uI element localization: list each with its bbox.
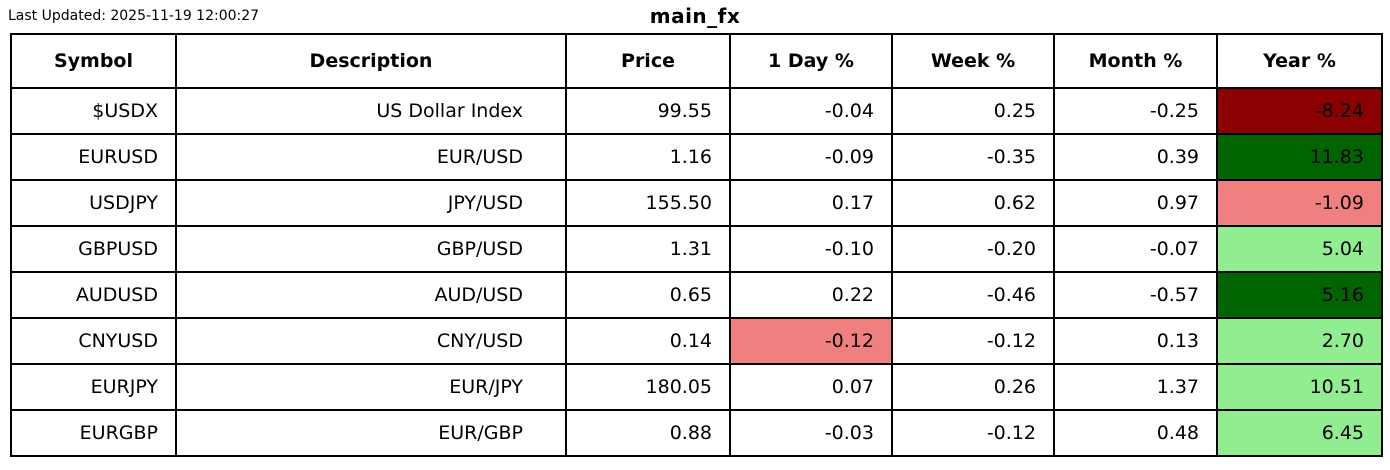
cell-description: US Dollar Index	[175, 87, 567, 135]
cell-symbol: USDJPY	[10, 179, 177, 227]
cell-month: -0.57	[1053, 271, 1218, 319]
cell-1day: -0.04	[729, 87, 893, 135]
cell-week: 0.26	[891, 363, 1055, 411]
cell-week: -0.20	[891, 225, 1055, 273]
cell-description: EUR/JPY	[175, 363, 567, 411]
cell-price: 0.88	[565, 409, 731, 457]
cell-price: 1.31	[565, 225, 731, 273]
column-header-price: Price	[565, 33, 731, 89]
cell-1day: 0.07	[729, 363, 893, 411]
cell-week: -0.12	[891, 409, 1055, 457]
cell-price: 1.16	[565, 133, 731, 181]
cell-week: 0.62	[891, 179, 1055, 227]
cell-year: -1.09	[1216, 179, 1383, 227]
cell-price: 0.65	[565, 271, 731, 319]
cell-description: JPY/USD	[175, 179, 567, 227]
cell-symbol: CNYUSD	[10, 317, 177, 365]
table-row: EURJPY EUR/JPY 180.05 0.07 0.26 1.37 10.…	[10, 363, 1383, 411]
table-row: GBPUSD GBP/USD 1.31 -0.10 -0.20 -0.07 5.…	[10, 225, 1383, 273]
cell-symbol: GBPUSD	[10, 225, 177, 273]
cell-symbol: EURUSD	[10, 133, 177, 181]
last-updated-text: Last Updated: 2025-11-19 12:00:27	[8, 8, 260, 24]
cell-description: GBP/USD	[175, 225, 567, 273]
cell-month: 0.48	[1053, 409, 1218, 457]
column-header-week: Week %	[891, 33, 1055, 89]
cell-year: 11.83	[1216, 133, 1383, 181]
cell-year: 6.45	[1216, 409, 1383, 457]
cell-week: -0.46	[891, 271, 1055, 319]
cell-month: 0.97	[1053, 179, 1218, 227]
cell-year: 5.04	[1216, 225, 1383, 273]
column-header-description: Description	[175, 33, 567, 89]
column-header-symbol: Symbol	[10, 33, 177, 89]
cell-price: 99.55	[565, 87, 731, 135]
cell-description: AUD/USD	[175, 271, 567, 319]
cell-year: -8.24	[1216, 87, 1383, 135]
cell-symbol: EURGBP	[10, 409, 177, 457]
table-row: USDJPY JPY/USD 155.50 0.17 0.62 0.97 -1.…	[10, 179, 1383, 227]
cell-price: 180.05	[565, 363, 731, 411]
cell-description: EUR/GBP	[175, 409, 567, 457]
column-header-month: Month %	[1053, 33, 1218, 89]
cell-year: 5.16	[1216, 271, 1383, 319]
fx-table: Symbol Description Price 1 Day % Week % …	[10, 33, 1383, 457]
cell-year: 2.70	[1216, 317, 1383, 365]
cell-price: 0.14	[565, 317, 731, 365]
table-row: $USDX US Dollar Index 99.55 -0.04 0.25 -…	[10, 87, 1383, 135]
cell-symbol: EURJPY	[10, 363, 177, 411]
table-row: AUDUSD AUD/USD 0.65 0.22 -0.46 -0.57 5.1…	[10, 271, 1383, 319]
cell-description: EUR/USD	[175, 133, 567, 181]
cell-1day: -0.10	[729, 225, 893, 273]
cell-month: -0.25	[1053, 87, 1218, 135]
cell-month: 0.39	[1053, 133, 1218, 181]
cell-week: -0.12	[891, 317, 1055, 365]
table-row: EURGBP EUR/GBP 0.88 -0.03 -0.12 0.48 6.4…	[10, 409, 1383, 457]
page-title: main_fx	[649, 4, 741, 28]
column-header-year: Year %	[1216, 33, 1383, 89]
table-header: Symbol Description Price 1 Day % Week % …	[10, 33, 1383, 89]
cell-1day: 0.22	[729, 271, 893, 319]
cell-1day: -0.09	[729, 133, 893, 181]
cell-month: -0.07	[1053, 225, 1218, 273]
table-row: CNYUSD CNY/USD 0.14 -0.12 -0.12 0.13 2.7…	[10, 317, 1383, 365]
cell-price: 155.50	[565, 179, 731, 227]
table-body: $USDX US Dollar Index 99.55 -0.04 0.25 -…	[10, 87, 1383, 457]
cell-symbol: $USDX	[10, 87, 177, 135]
cell-1day: 0.17	[729, 179, 893, 227]
cell-1day: -0.03	[729, 409, 893, 457]
cell-week: -0.35	[891, 133, 1055, 181]
cell-1day: -0.12	[729, 317, 893, 365]
cell-week: 0.25	[891, 87, 1055, 135]
table-row: EURUSD EUR/USD 1.16 -0.09 -0.35 0.39 11.…	[10, 133, 1383, 181]
cell-description: CNY/USD	[175, 317, 567, 365]
cell-year: 10.51	[1216, 363, 1383, 411]
header-row: Symbol Description Price 1 Day % Week % …	[10, 33, 1383, 89]
column-header-1day: 1 Day %	[729, 33, 893, 89]
cell-month: 1.37	[1053, 363, 1218, 411]
cell-month: 0.13	[1053, 317, 1218, 365]
cell-symbol: AUDUSD	[10, 271, 177, 319]
